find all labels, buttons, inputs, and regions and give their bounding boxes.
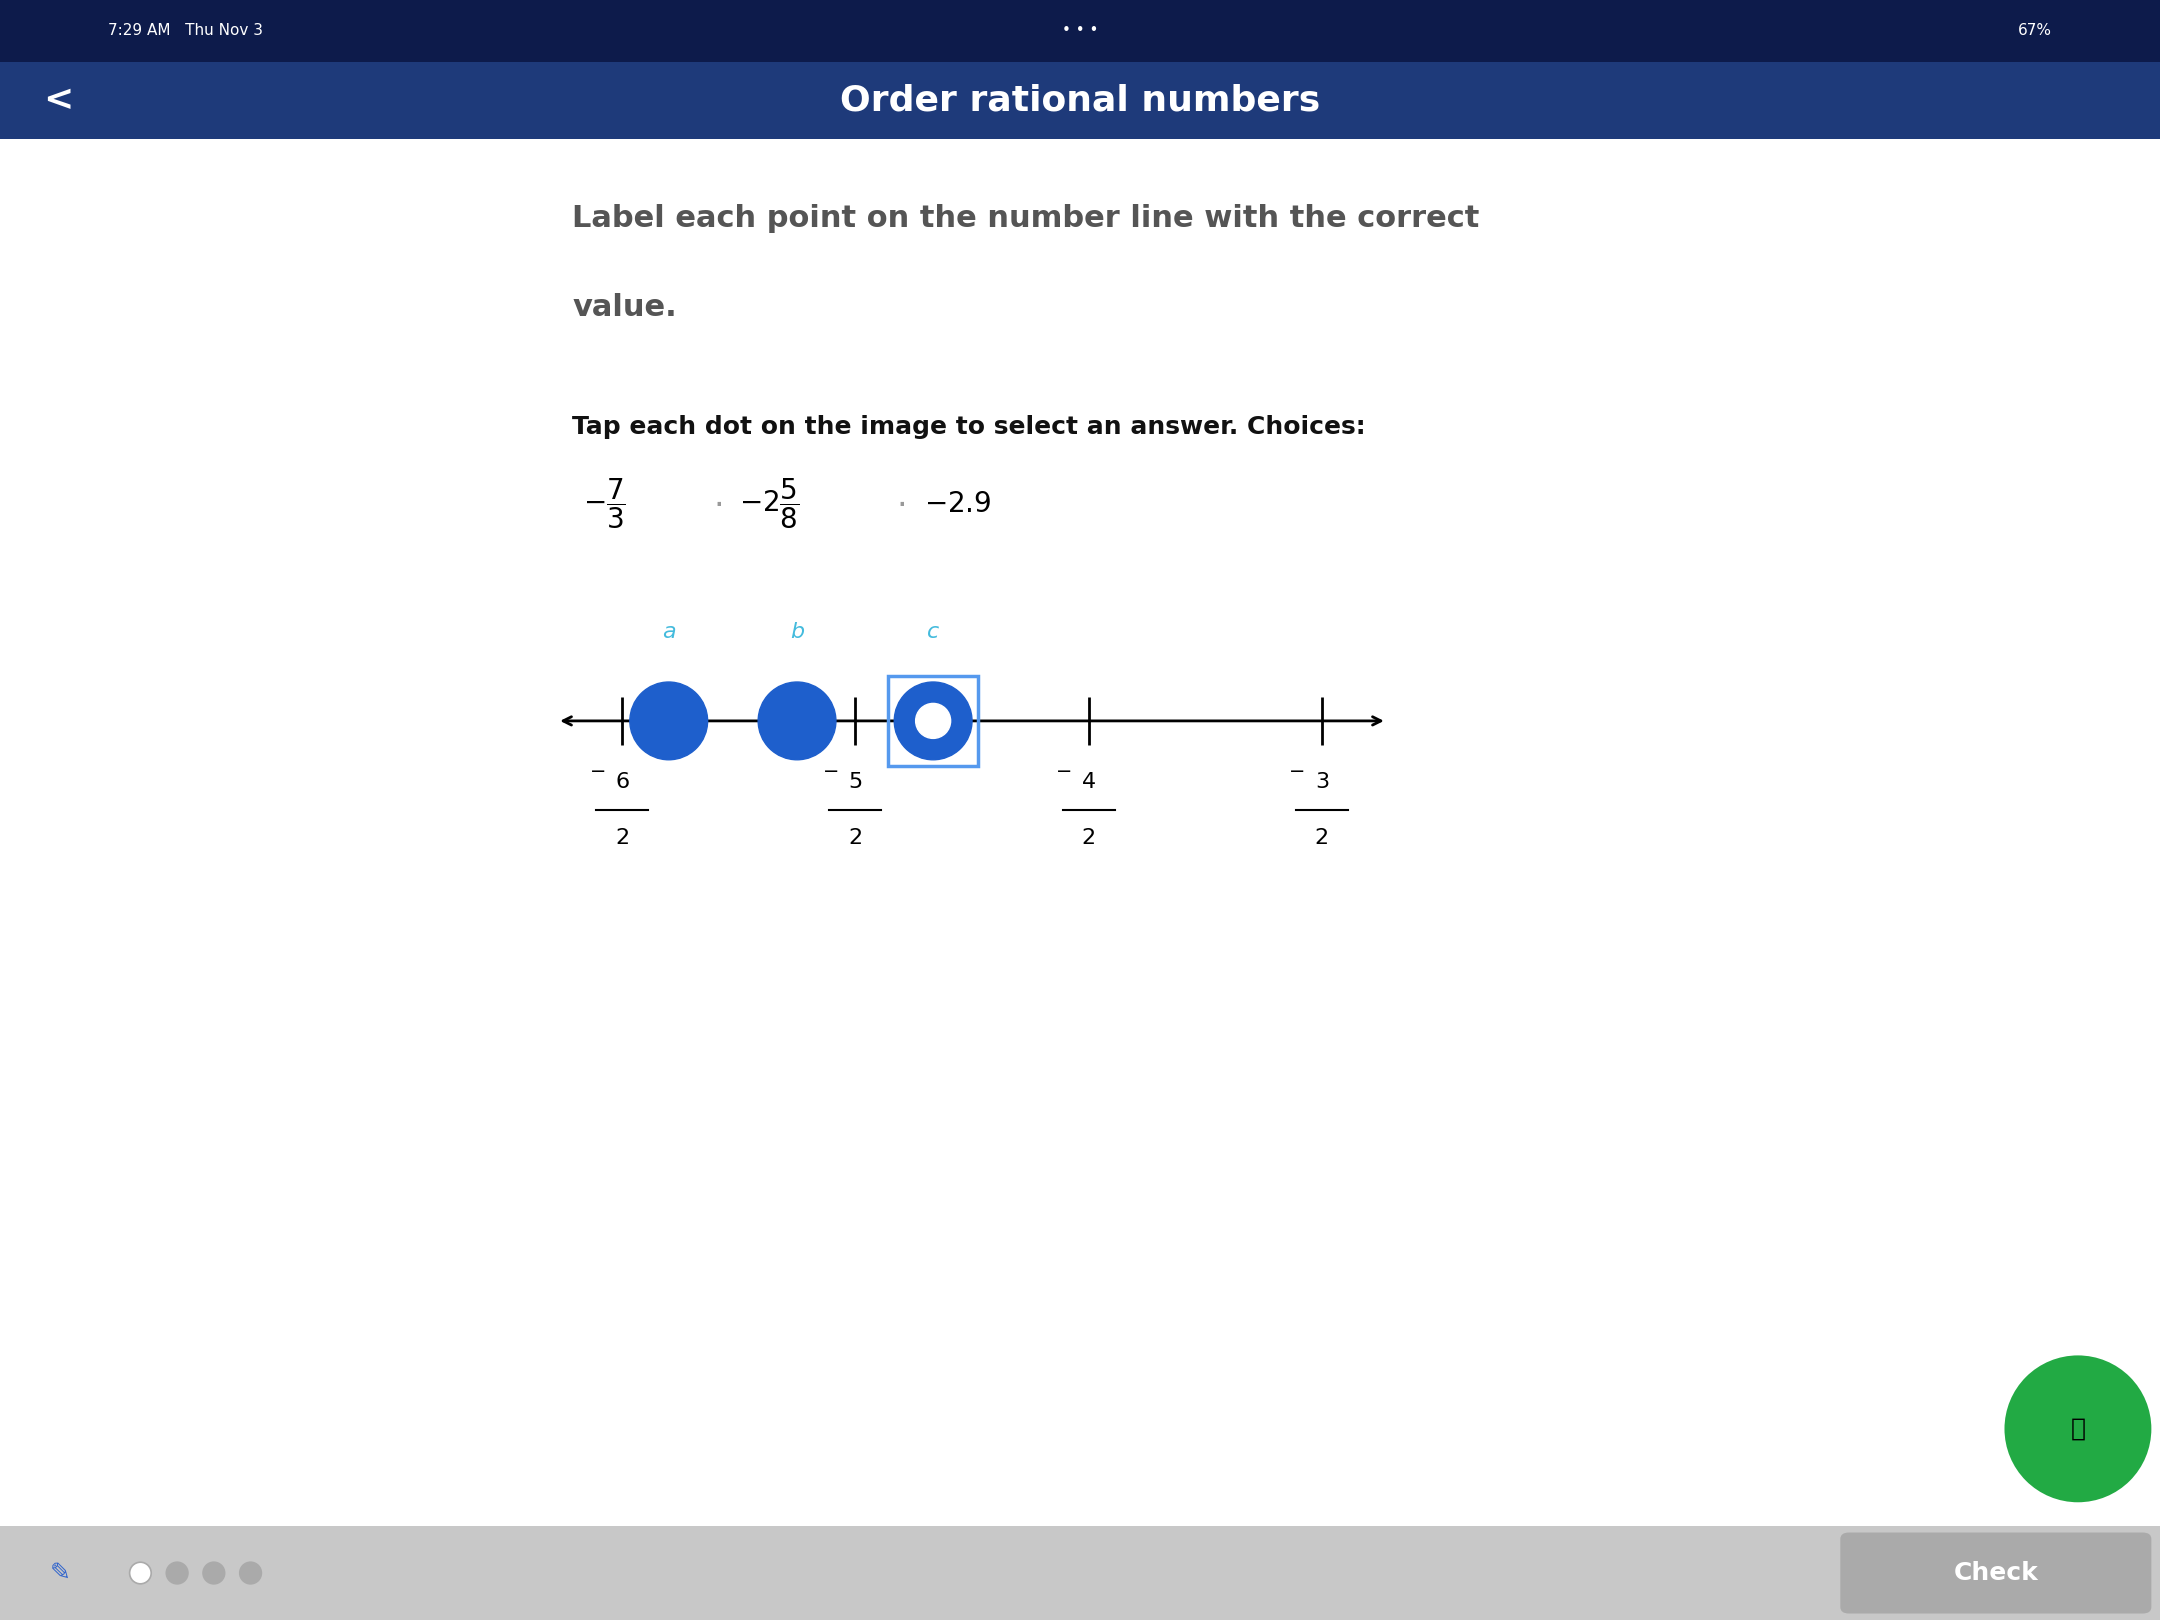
- Text: 67%: 67%: [2017, 23, 2052, 39]
- Ellipse shape: [130, 1562, 151, 1584]
- Text: Check: Check: [1953, 1562, 2039, 1584]
- Ellipse shape: [2004, 1356, 2151, 1502]
- Text: 3: 3: [1315, 773, 1328, 792]
- Text: 6: 6: [616, 773, 629, 792]
- Text: • • •: • • •: [1063, 23, 1097, 39]
- Text: Tap each dot on the image to select an answer. Choices:: Tap each dot on the image to select an a…: [572, 415, 1365, 439]
- Bar: [0, 62, 2160, 139]
- Text: $-\dfrac{7}{3}$: $-\dfrac{7}{3}$: [583, 476, 626, 531]
- Text: 2: 2: [1315, 828, 1328, 847]
- Text: 2: 2: [849, 828, 862, 847]
- Text: a: a: [661, 622, 676, 642]
- Text: 2: 2: [616, 828, 629, 847]
- Text: c: c: [927, 622, 940, 642]
- Text: 7:29 AM   Thu Nov 3: 7:29 AM Thu Nov 3: [108, 23, 264, 39]
- Text: Label each point on the number line with the correct: Label each point on the number line with…: [572, 204, 1480, 233]
- Text: 5: 5: [849, 773, 862, 792]
- Text: $-$: $-$: [1054, 760, 1071, 779]
- Ellipse shape: [894, 682, 972, 760]
- Ellipse shape: [758, 682, 836, 760]
- Text: $-$: $-$: [1287, 760, 1305, 779]
- Text: $-2.9$: $-2.9$: [924, 489, 991, 518]
- Text: ✎: ✎: [50, 1562, 71, 1584]
- Text: $-$: $-$: [821, 760, 838, 779]
- Ellipse shape: [916, 703, 950, 739]
- Text: $\cdot$: $\cdot$: [713, 488, 721, 520]
- Text: value.: value.: [572, 293, 676, 322]
- Text: 4: 4: [1082, 773, 1095, 792]
- Ellipse shape: [166, 1562, 188, 1584]
- Text: b: b: [791, 622, 804, 642]
- Text: Order rational numbers: Order rational numbers: [840, 84, 1320, 117]
- Bar: [0, 1526, 2160, 1620]
- Bar: [0, 0, 2160, 62]
- Text: $\cdot$: $\cdot$: [896, 488, 905, 520]
- Text: <: <: [43, 84, 73, 117]
- Text: 💡: 💡: [2071, 1418, 2084, 1440]
- Ellipse shape: [203, 1562, 225, 1584]
- FancyBboxPatch shape: [1840, 1533, 2151, 1614]
- Ellipse shape: [240, 1562, 261, 1584]
- Text: 2: 2: [1082, 828, 1095, 847]
- Text: $-2\dfrac{5}{8}$: $-2\dfrac{5}{8}$: [739, 476, 799, 531]
- Ellipse shape: [631, 682, 708, 760]
- Text: $-$: $-$: [588, 760, 605, 779]
